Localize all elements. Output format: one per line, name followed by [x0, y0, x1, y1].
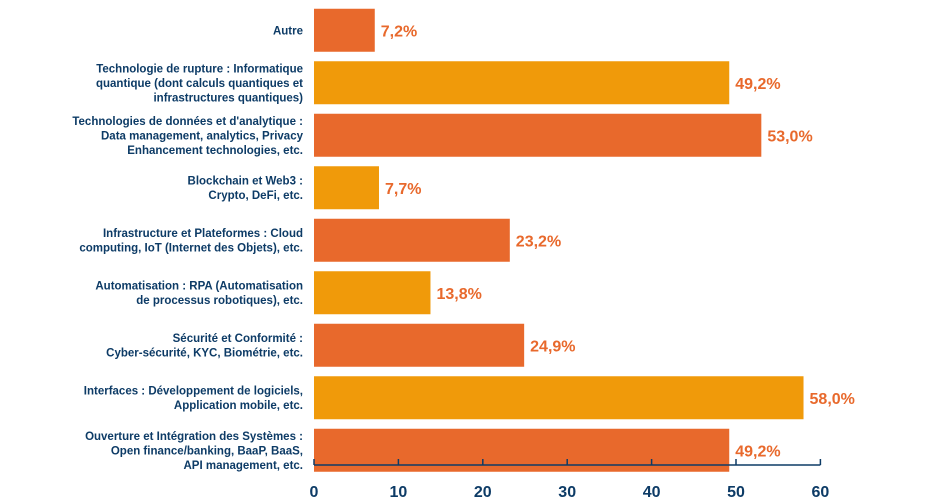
- category-label-line: computing, IoT (Internet des Objets), et…: [79, 243, 303, 255]
- category-label-line: Open finance/banking, BaaP, BaaS,: [111, 445, 303, 457]
- category-label-line: Ouverture et Intégration des Systèmes :: [85, 431, 303, 443]
- x-tick-label-30: 30: [558, 484, 576, 500]
- category-label-line: Interfaces : Développement de logiciels,: [84, 386, 303, 398]
- bar-2: [314, 61, 730, 105]
- bar-1: [314, 8, 375, 52]
- category-label-line: de processus robotiques), etc.: [136, 295, 303, 307]
- category-label-line: Technologies de données et d'analytique …: [72, 116, 303, 128]
- category-label-line: Infrastructure et Plateformes : Cloud: [103, 228, 303, 240]
- category-label-line: Autre: [273, 25, 303, 37]
- category-label-line: API management, etc.: [183, 460, 303, 472]
- bar-8: [314, 376, 804, 420]
- value-labels-group: 7,2% 49,2% 53,0% 7,7% 23,2% 13,8% 24,9% 58,0% 49…: [381, 23, 855, 460]
- category-label-line: Sécurité et Conformité :: [173, 333, 303, 345]
- category-label-line: Automatisation : RPA (Automatisation: [95, 281, 303, 293]
- category-label-line: Application mobile, etc.: [174, 400, 303, 412]
- category-label-line: quantique (dont calculs quantiques et: [96, 78, 303, 90]
- category-label-4: Blockchain et Web3 : Crypto, DeFi, etc.: [188, 176, 303, 203]
- bar-value-label-6: 13,8%: [436, 286, 481, 303]
- bar-value-label-4: 7,7%: [385, 181, 421, 198]
- category-label-line: Enhancement technologies, etc.: [127, 145, 303, 157]
- bar-value-label-5: 23,2%: [516, 233, 561, 250]
- bar-value-label-7: 24,9%: [530, 338, 575, 355]
- bar-value-label-9: 49,2%: [735, 443, 780, 460]
- category-label-line: Blockchain et Web3 :: [188, 176, 303, 188]
- category-label-7: Sécurité et Conformité : Cyber-sécurité, …: [106, 333, 303, 360]
- category-label-5: Infrastructure et Plateformes : Cloud com…: [79, 228, 303, 255]
- bar-4: [314, 166, 379, 210]
- category-label-3: Technologies de données et d'analytique …: [72, 116, 303, 157]
- x-tick-label-60: 60: [812, 484, 830, 500]
- bar-value-label-1: 7,2%: [381, 23, 417, 40]
- category-label-line: infrastructures quantiques): [153, 92, 303, 104]
- category-label-line: Technologie de rupture : Informatique: [96, 63, 303, 75]
- category-label-2: Technologie de rupture : Informatique qua…: [96, 63, 303, 104]
- x-axis: 0 10 20 30 40 50 60: [310, 459, 830, 500]
- category-label-1: Autre: [273, 25, 303, 37]
- category-label-8: Interfaces : Développement de logiciels,…: [84, 386, 303, 413]
- category-labels-group: Autre Technologie de rupture : Informatiq…: [72, 25, 303, 472]
- bar-7: [314, 323, 525, 367]
- x-tick-label-50: 50: [727, 484, 745, 500]
- bar-5: [314, 218, 510, 262]
- bar-3: [314, 113, 762, 157]
- bar-6: [314, 271, 431, 315]
- x-tick-label-0: 0: [310, 484, 319, 500]
- category-label-6: Automatisation : RPA (Automatisation de p…: [95, 281, 303, 308]
- bar-value-label-2: 49,2%: [735, 76, 780, 93]
- bars-group: [314, 8, 804, 472]
- category-label-line: Crypto, DeFi, etc.: [208, 190, 303, 202]
- bar-value-label-3: 53,0%: [767, 128, 812, 145]
- x-tick-label-10: 10: [390, 484, 408, 500]
- category-label-line: Cyber-sécurité, KYC, Biométrie, etc.: [106, 348, 303, 360]
- x-tick-label-20: 20: [474, 484, 492, 500]
- x-tick-label-40: 40: [643, 484, 661, 500]
- bar-value-label-8: 58,0%: [810, 391, 855, 408]
- category-label-line: Data management, analytics, Privacy: [101, 130, 304, 142]
- category-label-9: Ouverture et Intégration des Systèmes : O…: [85, 431, 303, 472]
